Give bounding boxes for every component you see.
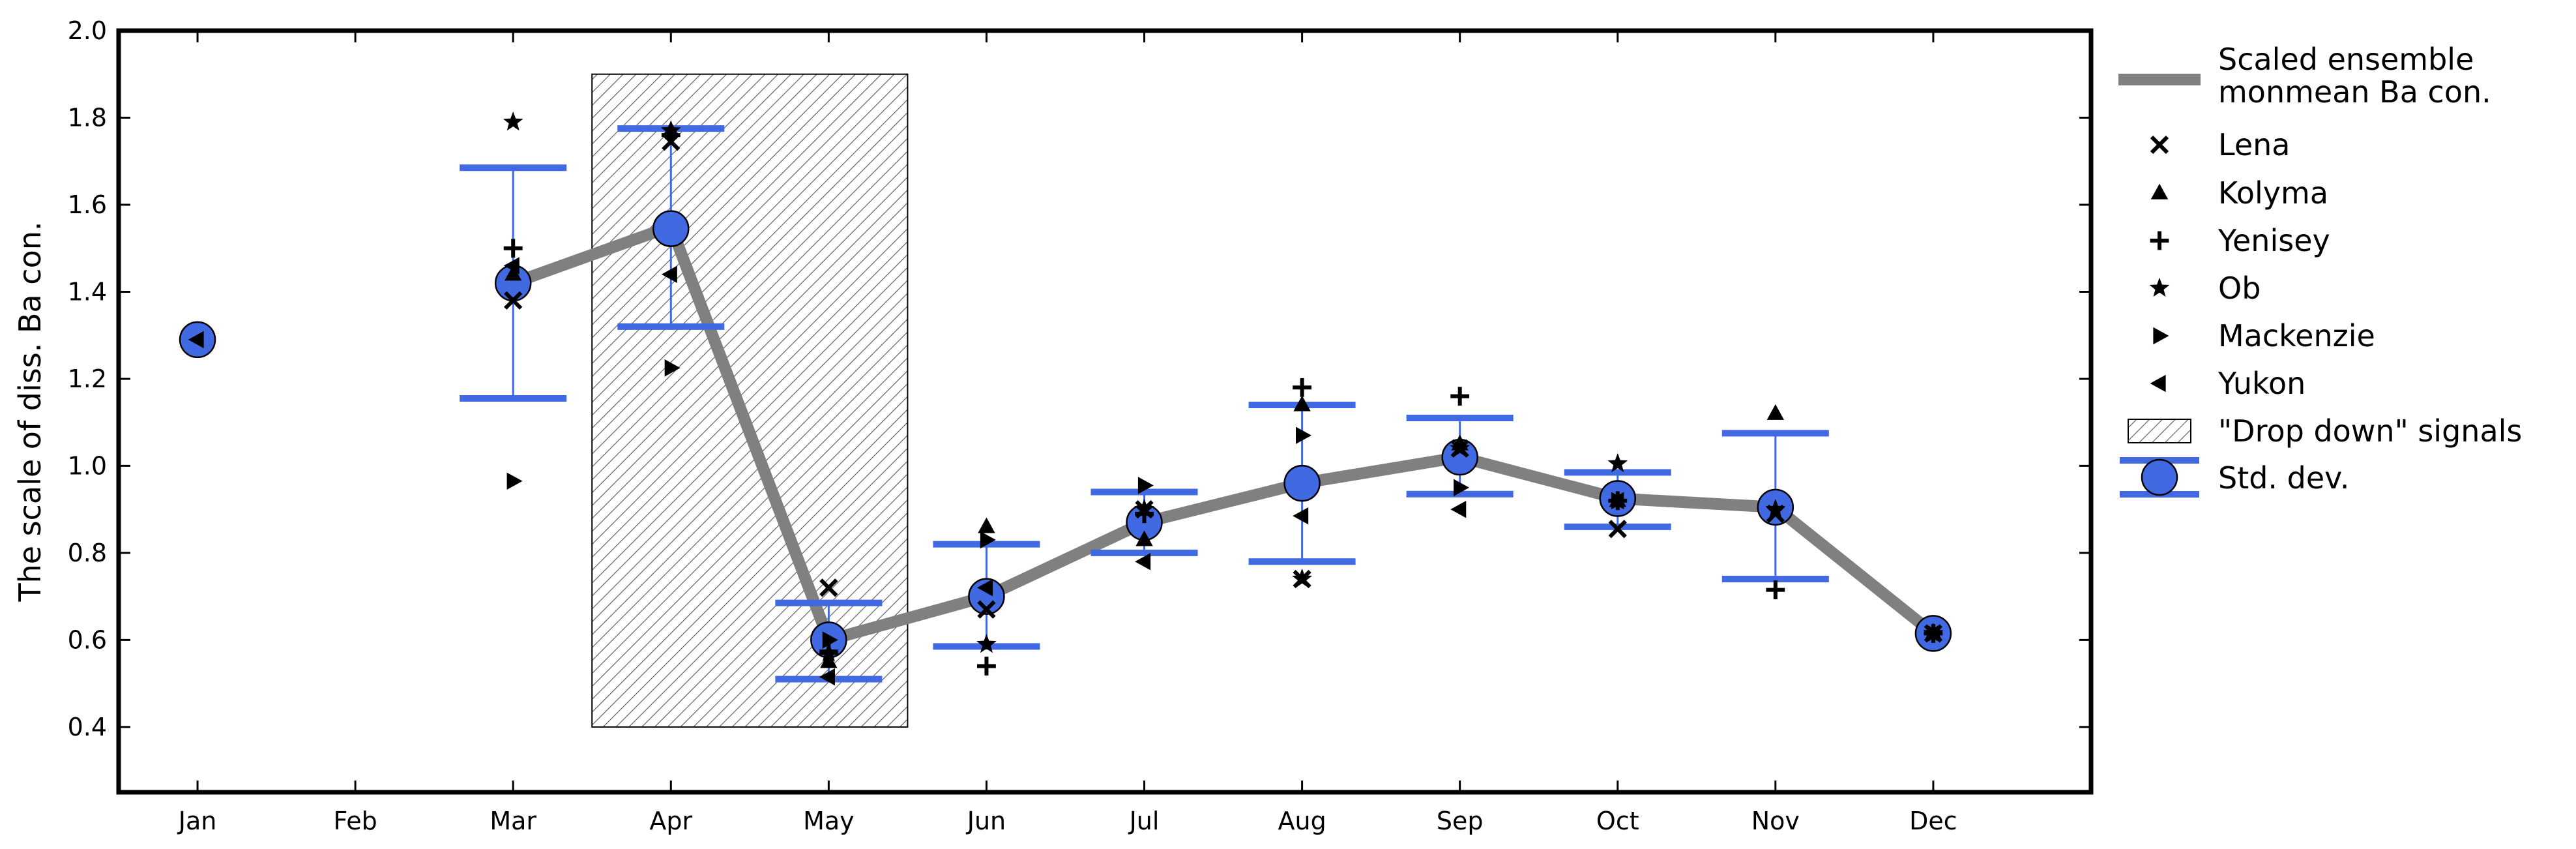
y-tick-label: 1.2 xyxy=(68,365,107,393)
marker-ob xyxy=(1134,499,1154,518)
marker-kolyma xyxy=(1135,530,1153,546)
marker-mackenzie xyxy=(1296,426,1311,444)
y-tick-label: 2.0 xyxy=(68,16,107,45)
marker-yukon xyxy=(661,265,677,283)
plot-frame xyxy=(116,28,2094,795)
y-axis-label: The scale of diss. Ba con. xyxy=(12,221,48,602)
marker-kolyma xyxy=(978,517,995,533)
marker-ob xyxy=(1607,453,1628,473)
x-tick-label: Apr xyxy=(649,807,692,835)
legend-label-std-dev: Std. dev. xyxy=(2218,460,2349,496)
legend-swatch-drop-down xyxy=(2128,419,2191,443)
marker-ob xyxy=(660,120,681,140)
marker-yukon xyxy=(503,257,520,275)
legend-swatch-mackenzie xyxy=(2153,327,2169,345)
marker-ob xyxy=(819,642,839,662)
y-tick-label: 0.4 xyxy=(68,713,107,741)
ensemble-line xyxy=(511,220,1937,646)
x-tick-label: Dec xyxy=(1909,807,1957,835)
marker-yenisey xyxy=(503,239,523,258)
marker-yenisey xyxy=(1293,378,1311,397)
y-tick-label: 1.6 xyxy=(68,190,107,219)
y-tick-label: 0.8 xyxy=(68,539,107,567)
legend-swatch-yukon xyxy=(2150,374,2166,393)
legend-swatch-lena xyxy=(2150,135,2169,155)
legend-swatch-yenisey xyxy=(2150,231,2169,250)
std-dev-mean-point xyxy=(652,210,690,247)
legend-label-lena: Lena xyxy=(2218,127,2290,162)
x-tick-label: Oct xyxy=(1596,807,1639,835)
legend-swatch-ob xyxy=(2149,277,2170,297)
marker-lena xyxy=(977,600,996,619)
marker-yukon xyxy=(977,579,993,597)
legend-label-kolyma: Kolyma xyxy=(2218,175,2328,211)
marker-ob xyxy=(1450,438,1471,457)
marker-yukon xyxy=(819,668,835,686)
x-tick-label: Feb xyxy=(333,807,377,835)
x-tick-label: Aug xyxy=(1278,807,1326,835)
marker-yukon xyxy=(1450,500,1467,518)
marker-yenisey xyxy=(1450,387,1470,406)
marker-yukon xyxy=(1135,553,1151,571)
marker-yukon xyxy=(1293,507,1309,525)
y-tick-label: 0.6 xyxy=(68,625,107,654)
y-tick-label: 1.0 xyxy=(68,451,107,480)
x-tick-label: Jun xyxy=(966,807,1006,835)
legend-label-ensemble: Scaled ensemble xyxy=(2218,42,2474,77)
x-tick-label: Sep xyxy=(1437,807,1484,835)
y-tick-label: 1.4 xyxy=(68,277,107,306)
marker-kolyma xyxy=(505,265,522,281)
marker-lena xyxy=(1608,520,1627,539)
drop-down-region xyxy=(591,73,909,728)
marker-yukon xyxy=(1924,625,1940,642)
std-dev-mean-point xyxy=(1283,464,1321,502)
marker-yenisey xyxy=(1766,580,1785,600)
x-tick-label: Jan xyxy=(177,807,217,835)
marker-mackenzie xyxy=(980,531,996,549)
marker-kolyma xyxy=(1766,404,1785,420)
legend-label-ob: Ob xyxy=(2218,271,2261,306)
legend-label-yenisey: Yenisey xyxy=(2217,223,2330,258)
x-tick-label: Nov xyxy=(1751,807,1800,835)
x-tick-label: Mar xyxy=(490,807,536,835)
marker-mackenzie xyxy=(822,631,838,649)
y-tick-label: 1.8 xyxy=(68,103,107,132)
marker-yukon xyxy=(1608,492,1624,510)
marker-yukon xyxy=(188,331,204,349)
x-tick-label: May xyxy=(803,807,855,835)
legend-swatch-std-dev xyxy=(2120,457,2199,498)
marker-mackenzie xyxy=(1454,479,1470,496)
x-tick-label: Jul xyxy=(1128,807,1160,835)
marker-mackenzie xyxy=(506,472,523,490)
marker-kolyma xyxy=(1293,395,1311,411)
marker-yenisey xyxy=(977,657,996,676)
legend-label-yukon: Yukon xyxy=(2217,366,2305,401)
marker-ob xyxy=(1765,499,1786,518)
marker-lena xyxy=(504,291,523,310)
marker-mackenzie xyxy=(664,359,681,377)
marker-lena xyxy=(819,578,838,597)
legend-label-ensemble: monmean Ba con. xyxy=(2218,74,2491,110)
legend-swatch-kolyma xyxy=(2150,183,2169,200)
marker-ob xyxy=(503,112,523,131)
legend-label-drop-down: "Drop down" signals xyxy=(2218,413,2522,449)
marker-mackenzie xyxy=(1137,477,1154,494)
marker-ob xyxy=(1292,568,1312,588)
legend-label-mackenzie: Mackenzie xyxy=(2218,318,2375,353)
marker-ob xyxy=(976,633,997,653)
